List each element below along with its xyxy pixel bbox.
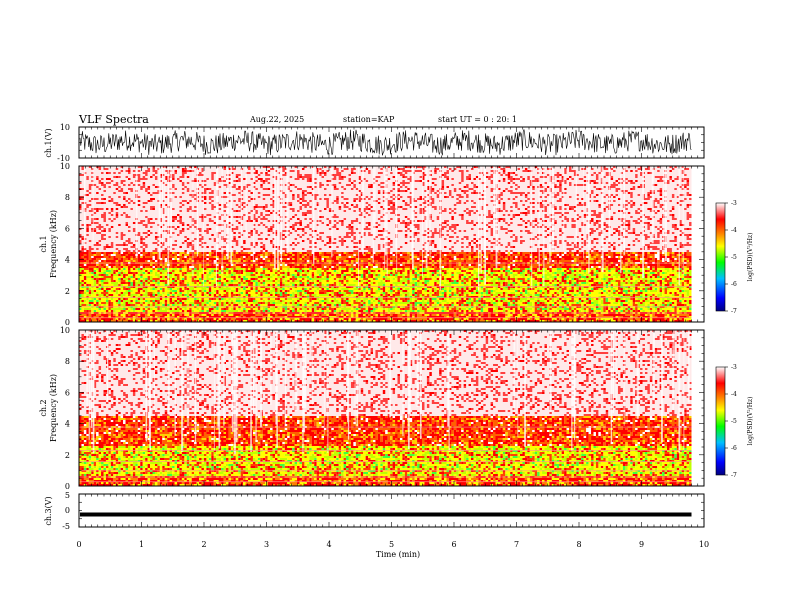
spec1ylab-ytick-6: 6 [65,224,70,233]
ch2-spectrogram-image [79,330,692,486]
spec1ylab-ytick-2: 2 [65,287,70,296]
station-label: station=KAP [343,115,395,124]
ch1-waveform-trace [80,129,691,155]
cb1ticks-tick--7: -7 [731,308,737,315]
spec2ylab-ytick-8: 8 [65,357,70,366]
xtick-1: 1 [139,540,144,549]
cb1ticks-tick--6: -6 [731,281,737,288]
ch3-waveform-ylabel: ch.3(V) [44,496,53,525]
xtick-5: 5 [389,540,394,549]
spec2ylab-ytick-10: 10 [60,326,70,335]
xtick-0: 0 [76,540,81,549]
spec2ylab-ytick-4: 4 [65,420,70,429]
xtick-10: 10 [699,540,709,549]
ch3-waveform-line [80,513,692,517]
ch3-ytick-bottom: -5 [62,522,70,531]
spec1ylab-ytick-8: 8 [65,193,70,202]
date-label: Aug.22, 2025 [249,115,304,124]
cb2ticks-tick--6: -6 [731,445,737,452]
figure-title: VLF Spectra [78,113,149,126]
ch1-spectrogram-ylabel-line1: ch.1 [39,235,48,252]
xtick-2: 2 [201,540,206,549]
cb2ticks-tick--3: -3 [731,364,737,371]
cb1ticks-tick--5: -5 [731,254,737,261]
ch1-waveform-line [80,129,691,155]
xtick-3: 3 [264,540,269,549]
cb1ticks-tick--3: -3 [731,200,737,207]
ch3-waveform-trace [80,513,692,517]
start-time-label: start UT = 0 : 20: 1 [438,115,517,124]
ch2-colorbar-label: log(PSD)(V²/Hz) [747,397,754,446]
spec1ylab-ytick-4: 4 [65,256,70,265]
ch3-ytick-top: 5 [65,491,70,500]
cb1ticks-tick--4: -4 [731,227,737,234]
xtick-6: 6 [451,540,456,549]
ch1-spectrogram-ylabel-line2: Frequency (kHz) [49,210,58,278]
ch2-colorbar [716,367,725,475]
ch2-spectrogram-ylabel-line1: ch.2 [39,399,48,416]
ch1-colorbar-label: log(PSD)(V²/Hz) [747,233,754,282]
vlf-figure: VLF Spectra Aug.22, 2025 station=KAP sta… [0,0,792,612]
spec1ylab-ytick-10: 10 [60,162,70,171]
ch1-ytick-top: 10 [60,123,70,132]
x-axis-label: Time (min) [376,550,420,559]
xtick-8: 8 [576,540,581,549]
spec2ylab-ytick-6: 6 [65,388,70,397]
spec2ylab-ytick-2: 2 [65,451,70,460]
cb2ticks-tick--5: -5 [731,418,737,425]
xtick-4: 4 [326,540,331,549]
cb2ticks-tick--7: -7 [731,472,737,479]
cb2ticks-tick--4: -4 [731,391,737,398]
xtick-9: 9 [639,540,644,549]
xtick-7: 7 [514,540,519,549]
ch1-waveform-ylabel: ch.1(V) [44,128,53,157]
ch3-ytick-mid: 0 [65,506,70,515]
spec2ylab-ytick-0: 0 [65,482,70,491]
ch1-colorbar [716,203,725,311]
ch1-spectrogram-image [79,166,692,322]
ch2-spectrogram-ylabel-line2: Frequency (kHz) [49,374,58,442]
